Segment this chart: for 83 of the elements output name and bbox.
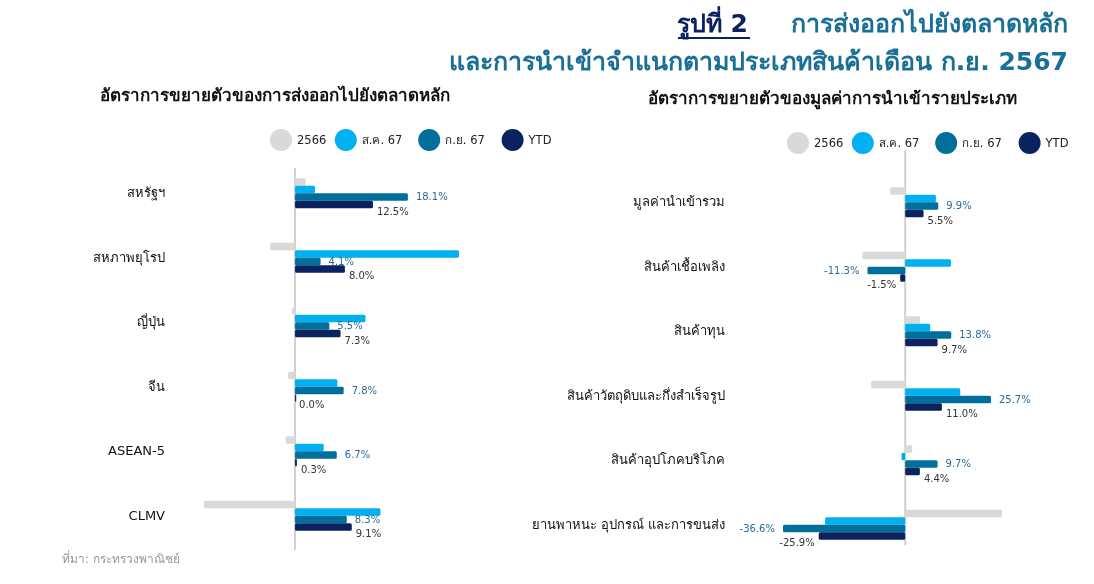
- data-label: -11.3%: [824, 264, 860, 276]
- bar: [905, 467, 920, 476]
- data-label: 12.5%: [376, 205, 409, 217]
- legend-label: 2566: [297, 133, 327, 147]
- data-label: 18.1%: [415, 191, 448, 202]
- data-label: 0.3%: [300, 463, 327, 475]
- data-label: 13.8%: [959, 329, 992, 340]
- bar: [295, 443, 324, 452]
- y-tick-label: สหภาพยุโรป: [93, 249, 165, 266]
- data-label: -1.5%: [867, 279, 897, 290]
- data-label: 9.1%: [355, 528, 382, 539]
- bar: [295, 193, 408, 201]
- bar: [295, 250, 459, 258]
- legend-label: ส.ค. 67: [361, 133, 403, 147]
- bar: [905, 202, 939, 210]
- bar: [295, 523, 352, 531]
- bar: [905, 331, 952, 339]
- data-label: 5.5%: [927, 214, 953, 226]
- y-tick-label: สินค้าวัตถุดิบและกึ่งสำเร็จรูป: [567, 385, 725, 404]
- text: ที่มา: กระทรวงพาณิชย์: [62, 550, 180, 566]
- legend-label: YTD: [527, 133, 552, 147]
- bar: [295, 257, 321, 266]
- bar: [295, 379, 338, 387]
- bar: [295, 200, 373, 209]
- bar: [818, 532, 906, 540]
- data-label: 0.0%: [299, 399, 325, 410]
- bar: [295, 386, 344, 395]
- bar: [783, 524, 906, 533]
- data-label: -36.6%: [739, 522, 775, 534]
- bar: [905, 194, 936, 203]
- data-label: 6.7%: [344, 449, 371, 460]
- y-tick-label: จีน: [148, 378, 165, 394]
- y-tick-label: ASEAN-5: [108, 443, 165, 459]
- y-tick-label: สหรัฐฯ: [127, 185, 165, 202]
- data-label: 5.5%: [337, 320, 363, 331]
- y-tick-label: CLMV: [128, 507, 166, 523]
- bar: [295, 322, 330, 330]
- y-tick-label: มูลค่านำเข้ารวม: [633, 194, 725, 211]
- legend-label: 2566: [814, 136, 844, 150]
- legend-label: ก.ย. 67: [962, 136, 1002, 150]
- bar: [905, 395, 991, 404]
- data-label: 9.7%: [945, 458, 971, 469]
- text: และการนำเข้าจำแนกตามประเภทสินค้าเดือน ก.ย. 2567: [449, 47, 1068, 76]
- bar: [295, 508, 381, 516]
- data-label: 7.3%: [344, 334, 370, 346]
- bar: [295, 329, 341, 338]
- data-label: 8.0%: [348, 270, 375, 281]
- y-tick-label: ยานพาหนะ อุปกรณ์ และการขนส่ง: [531, 516, 725, 533]
- text: การส่งออกไปยังตลาดหลัก: [791, 8, 1068, 38]
- bar: [295, 185, 315, 194]
- legend-label: YTD: [1044, 136, 1069, 150]
- bar: [905, 259, 951, 267]
- data-label: 8.3%: [354, 513, 381, 525]
- bar: [900, 274, 906, 282]
- legend-label: ส.ค. 67: [878, 136, 920, 150]
- legend-label: ก.ย. 67: [445, 133, 485, 147]
- data-label: 4.1%: [328, 255, 354, 267]
- y-tick-label: ญี่ปุ่น: [137, 313, 165, 331]
- bar: [295, 515, 347, 524]
- bar: [905, 403, 942, 411]
- data-label: -25.9%: [779, 537, 815, 548]
- bar: [867, 266, 906, 275]
- bar: [295, 314, 366, 323]
- bar: [905, 338, 938, 347]
- bar: [295, 265, 345, 273]
- y-tick-label: สินค้าอุปโภคบริโภค: [611, 452, 725, 469]
- bar: [905, 209, 924, 218]
- y-tick-label: สินค้าเชื้อเพลิง: [644, 256, 725, 274]
- data-label: 9.9%: [946, 200, 972, 211]
- data-label: 25.7%: [998, 393, 1031, 405]
- chart-title: อัตราการขยายตัวของการส่งออกไปยังตลาดหลัก: [100, 85, 450, 105]
- bar: [825, 517, 906, 525]
- data-label: 4.4%: [923, 472, 950, 484]
- bar: [905, 388, 961, 396]
- bar: [905, 323, 931, 332]
- chart-title: อัตราการขยายตัวของมูลค่าการนำเข้ารายประเภท: [648, 88, 1017, 110]
- data-label: 9.7%: [941, 343, 967, 355]
- text: รูปที่ 2: [676, 6, 748, 40]
- bar: [905, 460, 938, 468]
- bar: [295, 451, 337, 459]
- data-label: 11.0%: [945, 408, 978, 419]
- y-tick-label: สินค้าทุน: [674, 323, 725, 340]
- data-label: 7.8%: [351, 384, 378, 396]
